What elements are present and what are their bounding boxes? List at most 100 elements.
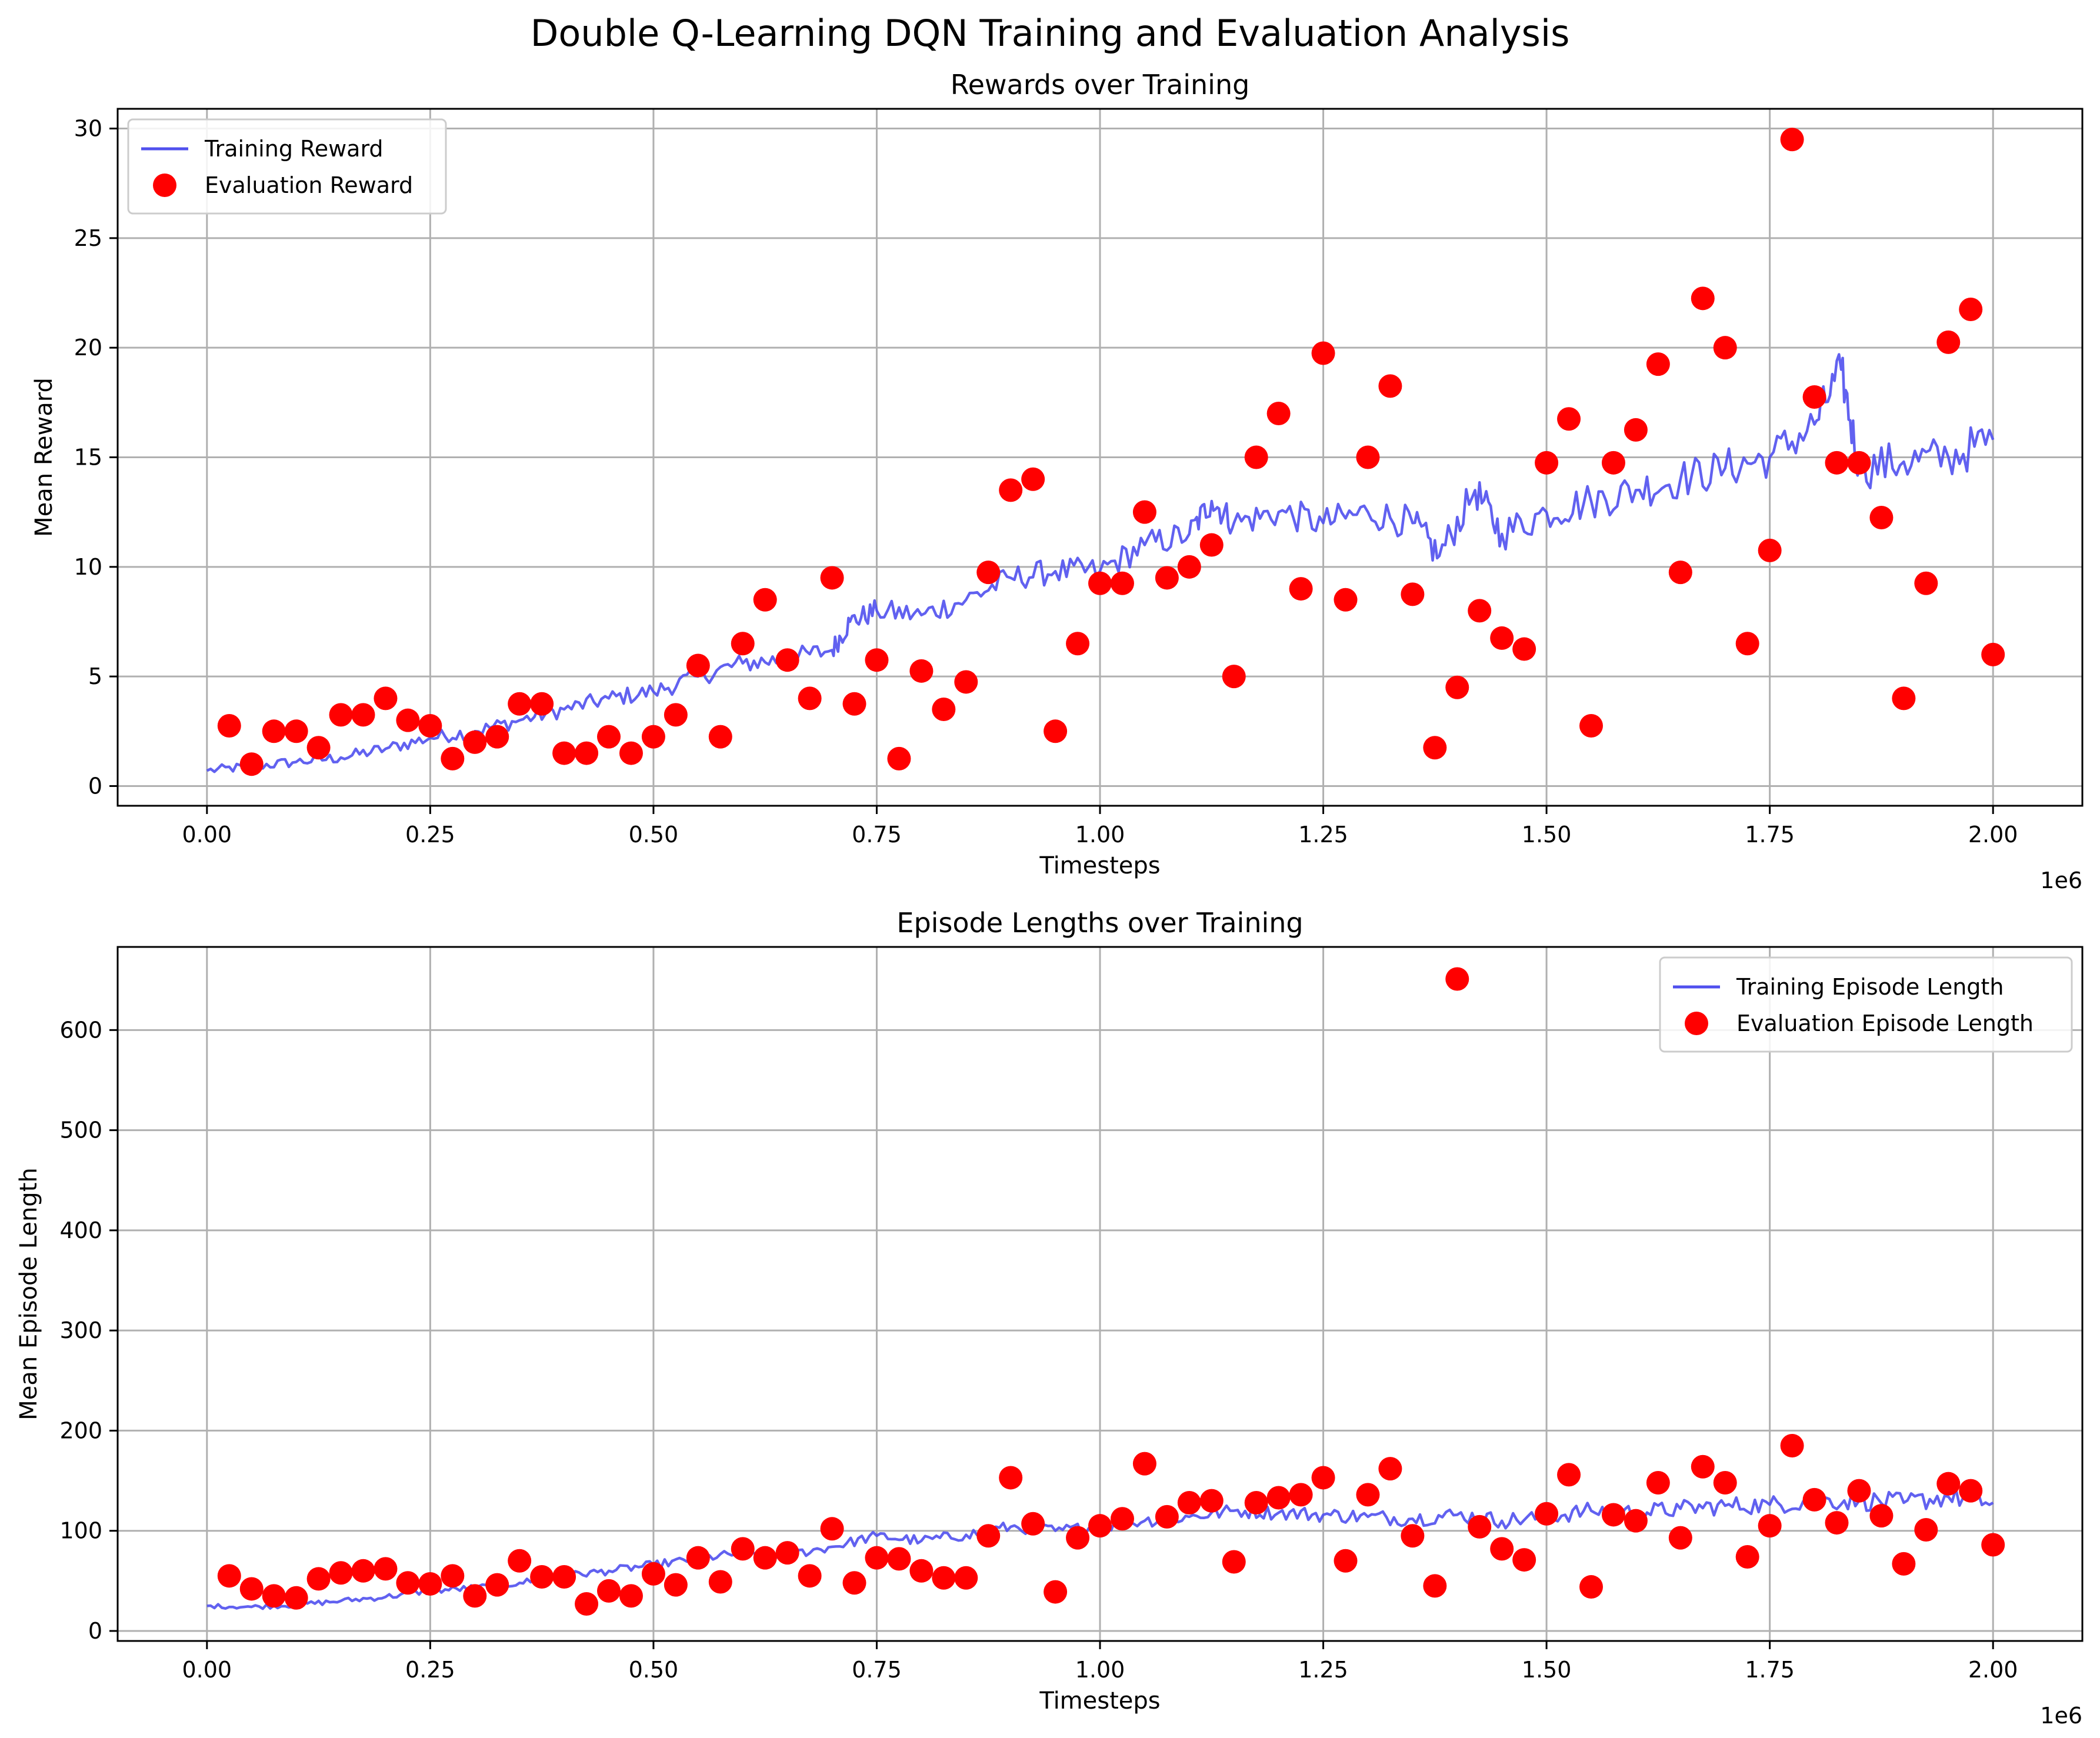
evaluation-point bbox=[1445, 675, 1469, 699]
evaluation-point bbox=[1512, 637, 1536, 661]
evaluation-point bbox=[1981, 1533, 2005, 1557]
evaluation-point bbox=[1222, 1550, 1246, 1574]
evaluation-point bbox=[1378, 1457, 1402, 1481]
evaluation-point bbox=[552, 741, 576, 765]
y-tick-label: 400 bbox=[59, 1217, 102, 1243]
x-tick-label: 1.50 bbox=[1522, 822, 1572, 848]
y-tick-label: 100 bbox=[59, 1518, 102, 1544]
evaluation-point bbox=[552, 1565, 576, 1589]
evaluation-point bbox=[1266, 1486, 1291, 1510]
evaluation-point bbox=[1199, 1489, 1224, 1513]
x-tick-label: 1.00 bbox=[1075, 1657, 1125, 1683]
evaluation-point bbox=[418, 713, 442, 738]
evaluation-point bbox=[999, 1466, 1023, 1490]
evaluation-point bbox=[1132, 500, 1156, 524]
y-tick-label: 500 bbox=[59, 1117, 102, 1143]
legend: Training Reward Evaluation Reward bbox=[127, 118, 447, 215]
evaluation-point bbox=[1266, 401, 1291, 425]
evaluation-point bbox=[686, 653, 710, 678]
evaluation-point bbox=[1244, 445, 1268, 469]
evaluation-point bbox=[351, 1559, 375, 1583]
x-tick-label: 0.50 bbox=[629, 822, 679, 848]
evaluation-point bbox=[1758, 538, 1782, 562]
evaluation-point bbox=[597, 1579, 621, 1603]
evaluation-point bbox=[284, 1586, 308, 1610]
evaluation-point bbox=[329, 703, 353, 727]
legend-label-evaluation: Evaluation Reward bbox=[205, 172, 413, 198]
evaluation-point bbox=[820, 566, 844, 590]
evaluation-point bbox=[932, 698, 956, 722]
evaluation-point bbox=[798, 1564, 822, 1588]
y-tick-label: 15 bbox=[74, 445, 102, 471]
training-line bbox=[206, 353, 1995, 773]
figure-title: Double Q-Learning DQN Training and Evalu… bbox=[531, 12, 1570, 55]
evaluation-point bbox=[485, 1573, 509, 1597]
evaluation-point bbox=[1959, 1479, 1983, 1503]
evaluation-point bbox=[217, 713, 241, 738]
y-axis-label: Mean Episode Length bbox=[15, 1167, 42, 1420]
evaluation-point bbox=[753, 588, 777, 612]
evaluation-point bbox=[508, 692, 532, 716]
plot-area bbox=[206, 128, 2005, 776]
x-tick-label: 1.25 bbox=[1298, 822, 1348, 848]
x-tick-label: 1.75 bbox=[1745, 822, 1795, 848]
evaluation-point bbox=[1802, 385, 1826, 409]
x-tick-label: 0.75 bbox=[852, 822, 902, 848]
y-axis-label: Mean Reward bbox=[31, 378, 58, 537]
x-tick-label: 2.00 bbox=[1968, 822, 2018, 848]
evaluation-point bbox=[1468, 1515, 1492, 1539]
evaluation-point bbox=[954, 1566, 978, 1590]
evaluation-point bbox=[1356, 1483, 1380, 1507]
evaluation-point bbox=[575, 741, 599, 765]
evaluation-point bbox=[530, 692, 554, 716]
evaluation-point bbox=[1691, 1455, 1715, 1479]
evaluation-point bbox=[775, 648, 799, 672]
evaluation-point bbox=[1334, 588, 1358, 612]
legend-label-training: Training Episode Length bbox=[1736, 974, 2004, 1000]
evaluation-point bbox=[976, 1524, 1001, 1548]
evaluation-point bbox=[932, 1566, 956, 1590]
evaluation-point bbox=[1601, 1503, 1625, 1527]
y-tick-label: 10 bbox=[74, 554, 102, 580]
legend-label-training: Training Reward bbox=[204, 136, 384, 162]
x-tick-label: 0.00 bbox=[182, 1657, 232, 1683]
evaluation-point bbox=[463, 730, 487, 754]
evaluation-point bbox=[1535, 1502, 1559, 1526]
evaluation-point bbox=[1490, 1537, 1514, 1561]
evaluation-point bbox=[619, 741, 643, 765]
y-tick-label: 200 bbox=[59, 1417, 102, 1443]
evaluation-point bbox=[1869, 1504, 1894, 1528]
y-tick-label: 300 bbox=[59, 1317, 102, 1343]
evaluation-point bbox=[1914, 571, 1938, 595]
evaluation-point bbox=[619, 1584, 643, 1608]
evaluation-point bbox=[887, 746, 911, 770]
x-tick-label: 1.00 bbox=[1075, 822, 1125, 848]
evaluation-point bbox=[1601, 451, 1625, 475]
evaluation-point bbox=[1289, 577, 1313, 601]
evaluation-point bbox=[1646, 352, 1670, 376]
evaluation-point bbox=[418, 1572, 442, 1596]
evaluation-point bbox=[1892, 1552, 1916, 1576]
evaluation-point bbox=[1668, 1526, 1692, 1550]
evaluation-point bbox=[1177, 555, 1201, 579]
chart-1: 0.00 0.25 0.50 0.75 1.00 1.25 1.50 1.75 2.00 0 5 10… bbox=[31, 69, 2084, 893]
evaluation-point bbox=[1936, 1472, 1961, 1496]
evaluation-point bbox=[865, 648, 889, 672]
evaluation-point bbox=[441, 1564, 465, 1588]
legend-box bbox=[127, 118, 447, 215]
evaluation-point bbox=[1177, 1491, 1201, 1515]
evaluation-point bbox=[1199, 533, 1224, 557]
evaluation-point bbox=[775, 1541, 799, 1565]
evaluation-point bbox=[753, 1546, 777, 1570]
evaluation-point bbox=[306, 736, 331, 760]
x-tick-label: 0.25 bbox=[405, 822, 455, 848]
evaluation-point bbox=[1423, 736, 1447, 760]
evaluation-point bbox=[1936, 330, 1961, 354]
evaluation-point bbox=[1802, 1487, 1826, 1512]
evaluation-point bbox=[798, 686, 822, 710]
evaluation-point bbox=[1892, 686, 1916, 710]
evaluation-point bbox=[976, 561, 1001, 585]
evaluation-point bbox=[999, 478, 1023, 502]
evaluation-point bbox=[351, 703, 375, 727]
evaluation-point bbox=[1557, 407, 1581, 431]
